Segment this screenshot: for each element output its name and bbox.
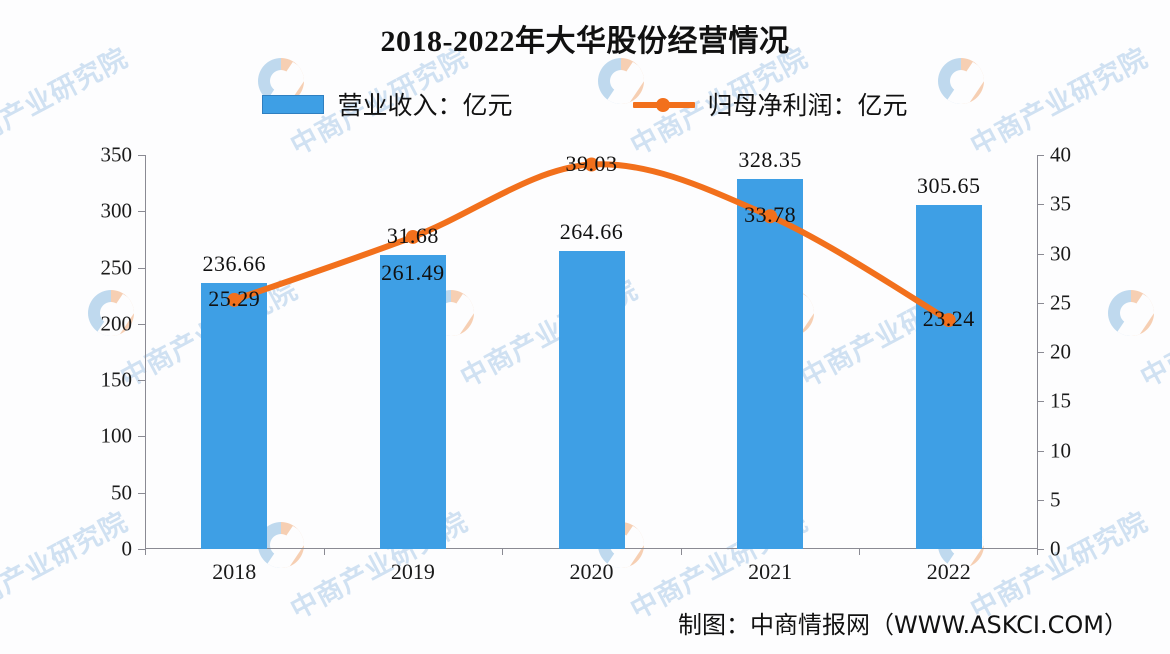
legend-bar-swatch-icon xyxy=(262,94,325,114)
x-axis-category-label: 2022 xyxy=(926,559,971,584)
left-axis-tick xyxy=(138,155,145,156)
legend-item-net-profit[interactable]: 归母净利润：亿元 xyxy=(632,86,908,122)
left-axis-tick-label: 150 xyxy=(100,367,133,392)
x-axis-tick xyxy=(323,548,325,555)
legend-label-revenue: 营业收入：亿元 xyxy=(337,91,513,120)
x-axis-tick xyxy=(680,548,682,555)
right-axis-tick-label: 30 xyxy=(1050,241,1071,265)
legend-line-swatch-icon xyxy=(632,95,695,114)
line-marker xyxy=(227,292,242,307)
x-axis-category-label: 2021 xyxy=(748,559,793,584)
x-axis-tick xyxy=(859,548,861,555)
left-axis-tick-label: 250 xyxy=(100,255,133,280)
right-axis-tick xyxy=(1037,450,1044,452)
left-axis-tick-label: 100 xyxy=(100,423,133,448)
right-axis-tick-label: 0 xyxy=(1050,536,1061,561)
left-axis-tick-label: 50 xyxy=(111,480,132,505)
line-series xyxy=(227,157,956,328)
line-value-label: 33.78 xyxy=(744,202,797,228)
left-axis-line xyxy=(145,155,146,549)
bar-value-label: 305.65 xyxy=(916,172,981,198)
right-axis-tick xyxy=(1037,155,1044,156)
x-axis-tick xyxy=(502,548,504,555)
left-axis-tick xyxy=(138,436,145,438)
right-axis-tick xyxy=(1037,549,1044,550)
left-axis-tick xyxy=(138,380,145,382)
left-axis-tick-label: 300 xyxy=(100,198,133,223)
right-axis-tick xyxy=(1037,302,1044,304)
left-axis-tick xyxy=(138,549,145,550)
bar-value-label: 261.49 xyxy=(381,259,445,285)
bar-value-label: 328.35 xyxy=(738,147,802,173)
left-axis-tick-label: 200 xyxy=(100,311,133,336)
right-axis-tick-label: 35 xyxy=(1050,191,1071,216)
bar xyxy=(558,251,625,549)
right-axis-tick-label: 25 xyxy=(1050,290,1071,315)
line-value-label: 25.29 xyxy=(208,285,261,311)
x-axis-category-label: 2018 xyxy=(212,559,257,584)
bar xyxy=(737,179,804,549)
chart-legend: 营业收入：亿元 归母净利润：亿元 xyxy=(0,86,1170,122)
left-axis-tick xyxy=(138,323,145,325)
plot-area: 0 50 100 150 200 250 300 350 0 5 10 15 20 25 30 35 40 2… xyxy=(101,143,1072,585)
bar-value-label: 236.66 xyxy=(202,250,267,276)
bar xyxy=(201,282,268,549)
line-value-label: 39.03 xyxy=(565,150,618,176)
left-axis-tick-label: 0 xyxy=(121,536,133,561)
left-axis-tick xyxy=(138,211,145,213)
line-value-label: 23.24 xyxy=(922,306,975,332)
left-axis-tick-label: 350 xyxy=(100,142,133,167)
right-axis-tick-label: 10 xyxy=(1050,438,1071,462)
right-axis-tick-label: 5 xyxy=(1050,487,1061,512)
line-value-label: 31.68 xyxy=(386,222,439,248)
left-axis-tick xyxy=(138,267,145,269)
line-path xyxy=(231,161,952,324)
right-axis-tick xyxy=(1037,499,1044,501)
left-axis-tick xyxy=(138,492,145,494)
bar-value-label: 264.66 xyxy=(559,219,624,245)
x-axis-tick xyxy=(145,548,146,555)
footer-source-note: 制图：中商情报网（WWW.ASKCI.COM） xyxy=(678,611,1128,639)
chart-title: 2018-2022年大华股份经营情况 xyxy=(380,25,790,58)
x-axis-category-label: 2020 xyxy=(569,559,614,584)
legend-label-net-profit: 归母净利润：亿元 xyxy=(707,91,908,120)
right-axis-tick-label: 20 xyxy=(1050,339,1071,364)
x-axis-tick xyxy=(1037,548,1038,555)
right-axis-tick xyxy=(1037,352,1044,353)
right-axis-tick-label: 40 xyxy=(1050,142,1071,167)
line-marker xyxy=(405,229,420,244)
line-marker xyxy=(941,313,956,328)
right-axis-tick xyxy=(1037,253,1044,255)
line-marker xyxy=(763,209,778,224)
line-marker xyxy=(584,157,599,172)
x-axis-category-label: 2019 xyxy=(390,559,435,584)
legend-item-revenue[interactable]: 营业收入：亿元 xyxy=(262,86,513,122)
right-axis-tick xyxy=(1037,401,1044,403)
right-axis-tick-label: 15 xyxy=(1050,388,1071,413)
right-axis-tick xyxy=(1037,204,1044,206)
bar xyxy=(915,204,982,549)
